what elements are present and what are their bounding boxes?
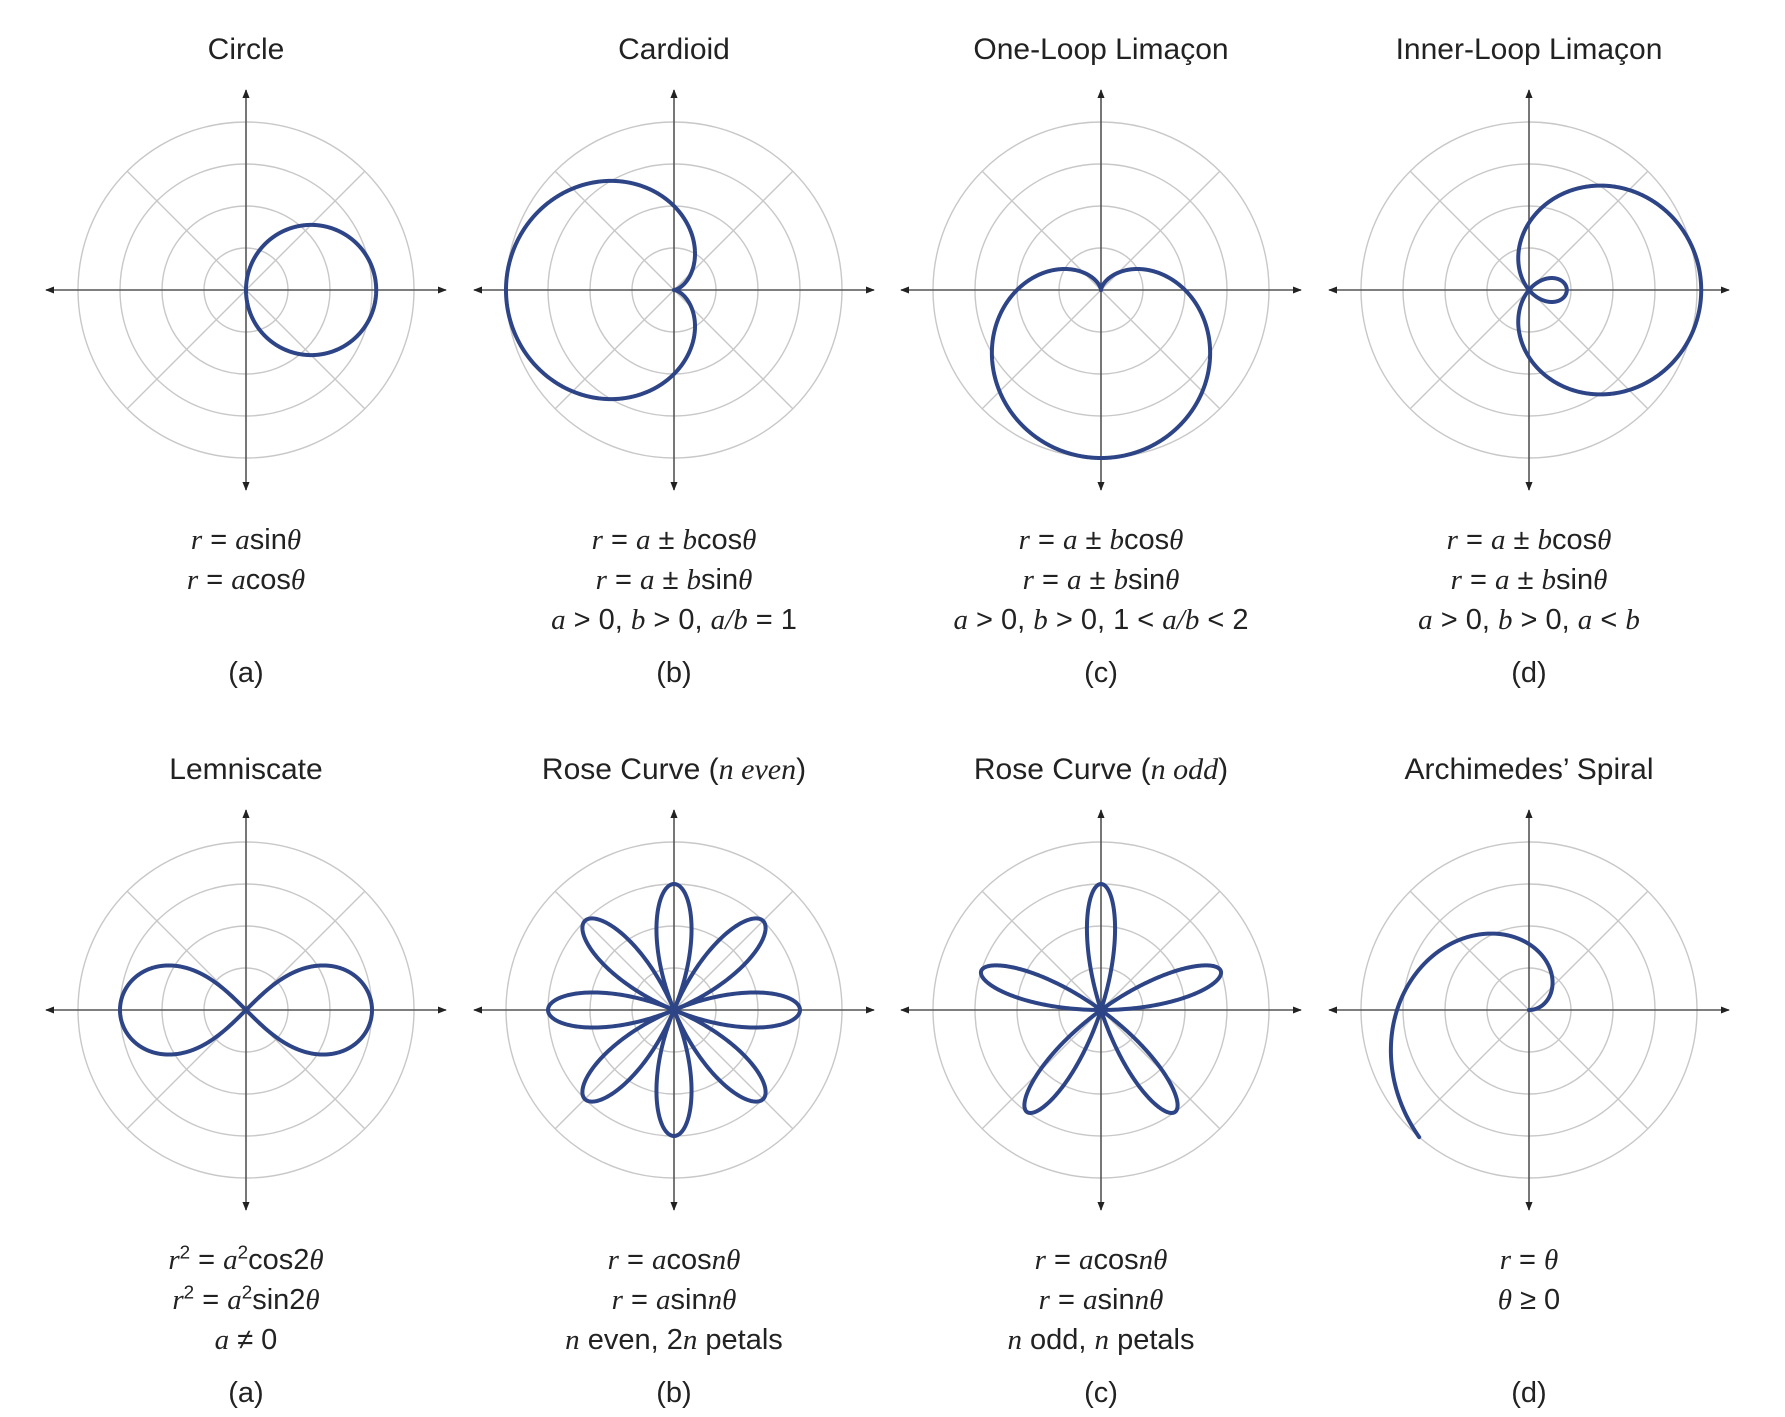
equation-line: r2 = a2cos2θ (168, 1241, 324, 1276)
cardioid-curve (504, 178, 697, 402)
equation-block: r = a ± bcosθ r = a ± bsinθ a > 0, b > 0, … (891, 520, 1311, 640)
archimedes-spiral-curve (1388, 931, 1555, 1140)
equation-line: r = asinθ (190, 524, 302, 556)
panel-title: Inner-Loop Limaçon (1395, 33, 1663, 66)
equation-block: r = acosnθ r = asinnθ n even, 2n petals (464, 1240, 884, 1360)
equation-line: θ ≥ 0 (1497, 1284, 1561, 1316)
panel-title: Archimedes’ Spiral (1404, 753, 1654, 786)
equation-line: a > 0, b > 0, 1 < a/b < 2 (953, 604, 1249, 636)
equation-line: r = θ (1499, 1244, 1559, 1276)
equation-line: r = acosnθ (1034, 1244, 1168, 1276)
panel-title: Rose Curve (n odd) (973, 753, 1229, 786)
equation-line: a > 0, b > 0, a/b = 1 (551, 604, 797, 636)
equation-block: r2 = a2cos2θ r2 = a2sin2θ a ≠ 0 (36, 1240, 456, 1360)
equation-line: r = a ± bsinθ (595, 564, 753, 596)
panel-letter: (d) (1511, 657, 1547, 689)
equation-line: r = a ± bcosθ (1446, 524, 1612, 556)
equation-line: n odd, n petals (1007, 1324, 1195, 1356)
polar-plot-lemniscate (45, 809, 447, 1211)
panel-letter: (b) (656, 657, 692, 689)
lemniscate-curve (118, 963, 374, 1057)
panel-letter: (c) (1084, 1377, 1118, 1409)
panel-title: Rose Curve (n even) (541, 753, 807, 786)
polar-plot-cardioid (473, 89, 875, 491)
panel-title: Cardioid (618, 33, 730, 66)
polar-plot-archimedes-spiral (1328, 809, 1730, 1211)
equation-line: n even, 2n petals (565, 1324, 783, 1356)
panel-title: One-Loop Limaçon (973, 33, 1229, 66)
equation-line: a > 0, b > 0, a < b (1418, 604, 1640, 636)
panel-title: Lemniscate (169, 753, 323, 786)
panel-letter: (a) (228, 657, 264, 689)
equation-line: r = acosnθ (607, 1244, 741, 1276)
one-loop-limacon-curve (989, 267, 1213, 460)
panel-letter: (d) (1511, 1377, 1547, 1409)
equation-block: r = a ± bcosθ r = a ± bsinθ a > 0, b > 0, … (464, 520, 884, 640)
panel-letter: (b) (656, 1377, 692, 1409)
equation-block: r = asinθ r = acosθ (36, 520, 456, 600)
equation-block: r = a ± bcosθ r = a ± bsinθ a > 0, b > 0, … (1319, 520, 1739, 640)
panel-title: Circle (207, 33, 285, 66)
panel-letter: (a) (228, 1377, 264, 1409)
equation-line: r2 = a2sin2θ (172, 1281, 320, 1316)
polar-plot-one-loop-limacon (900, 89, 1302, 491)
equation-line: r = asinnθ (1038, 1284, 1164, 1316)
polar-plot-circle (45, 89, 447, 491)
equation-line: a ≠ 0 (214, 1324, 278, 1356)
equation-line: r = a ± bsinθ (1450, 564, 1608, 596)
equation-line: r = a ± bcosθ (591, 524, 757, 556)
equation-line: r = a ± bsinθ (1022, 564, 1180, 596)
rose-odd-curve (978, 882, 1224, 1115)
equation-block: r = acosnθ r = asinnθ n odd, n petals (891, 1240, 1311, 1360)
polar-plot-rose-odd (900, 809, 1302, 1211)
polar-plot-inner-loop-limacon (1328, 89, 1730, 491)
circle-curve (244, 222, 379, 358)
panel-letter: (c) (1084, 657, 1118, 689)
equation-line: r = asinnθ (611, 1284, 737, 1316)
equation-block: r = θ θ ≥ 0 (1319, 1240, 1739, 1320)
equation-line: r = acosθ (186, 564, 306, 596)
polar-plot-rose-even (473, 809, 875, 1211)
rose-even-curve (546, 882, 802, 1138)
inner-loop-limacon-curve (1516, 183, 1704, 397)
equation-line: r = a ± bcosθ (1018, 524, 1184, 556)
